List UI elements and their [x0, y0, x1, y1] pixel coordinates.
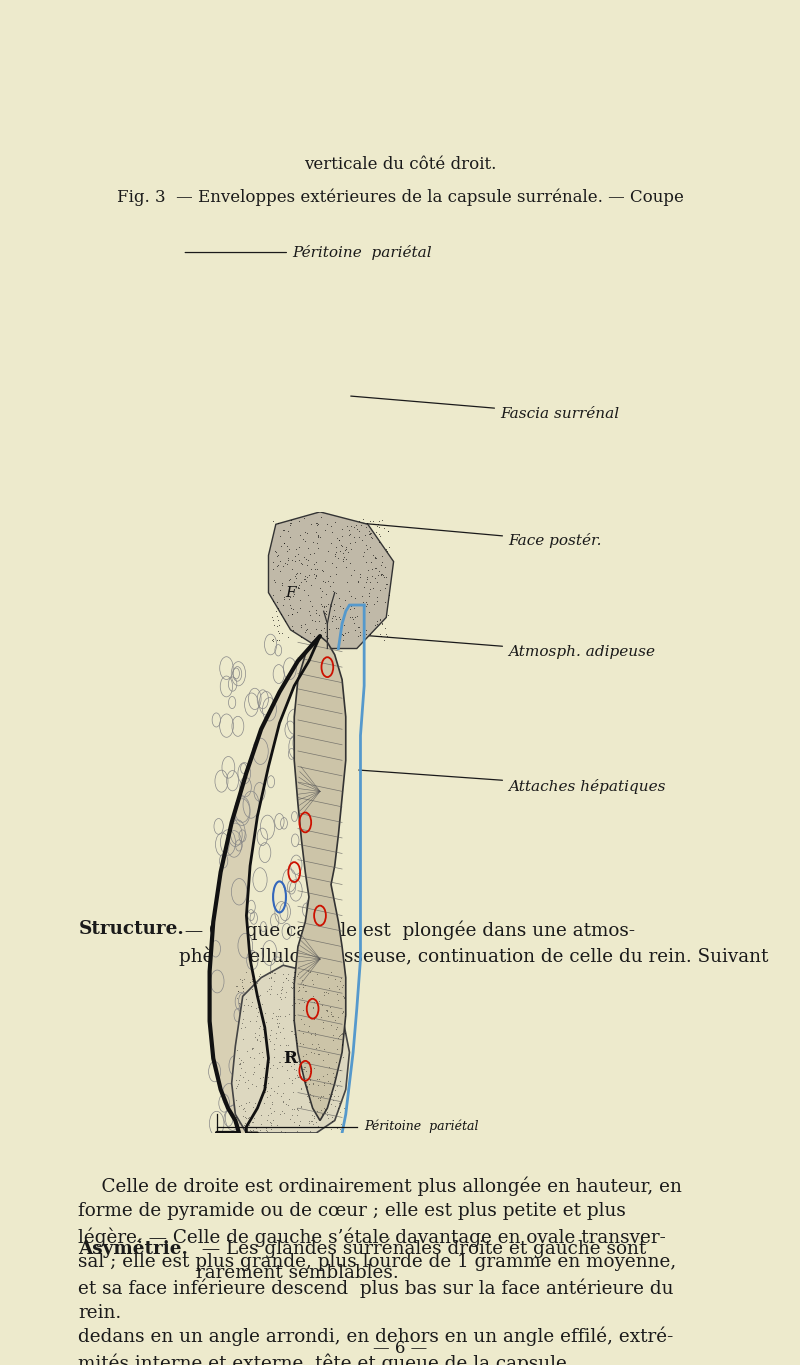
- Text: Atmosph. adipeuse: Atmosph. adipeuse: [358, 635, 655, 659]
- Text: R: R: [284, 1050, 298, 1067]
- Text: Fascia surrénal: Fascia surrénal: [350, 396, 619, 420]
- Text: verticale du côté droit.: verticale du côté droit.: [304, 156, 496, 172]
- Text: Attaches hépatiques: Attaches hépatiques: [358, 770, 666, 793]
- Text: Asymétrie.: Asymétrie.: [78, 1238, 188, 1257]
- Polygon shape: [294, 636, 346, 1121]
- Text: Face postér.: Face postér.: [358, 523, 602, 547]
- Text: Structure.: Structure.: [78, 920, 184, 938]
- Polygon shape: [232, 965, 350, 1133]
- Text: Fig. 3  — Enveloppes extérieures de la capsule surrénale. — Coupe: Fig. 3 — Enveloppes extérieures de la ca…: [117, 188, 683, 206]
- Text: — 6 —: — 6 —: [373, 1340, 427, 1357]
- Text: — Chaque capsule est  plongée dans une atmos-
phère cellulo-graisseuse, continua: — Chaque capsule est plongée dans une at…: [179, 920, 769, 966]
- Polygon shape: [210, 636, 320, 1133]
- Text: Celle de droite est ordinairement plus allongée en hauteur, en
forme de pyramide: Celle de droite est ordinairement plus a…: [78, 1177, 682, 1321]
- Text: — Les glandes surrénales droite et gauche sont
rarement semblables.: — Les glandes surrénales droite et gauch…: [196, 1238, 646, 1282]
- Text: Péritoine  pariétal: Péritoine pariétal: [364, 1121, 478, 1133]
- Text: Péritoine  pariétal: Péritoine pariétal: [185, 246, 432, 259]
- Polygon shape: [269, 512, 394, 648]
- Text: dedans en un angle arrondi, en dehors en un angle effilé, extré-
mités interne e: dedans en un angle arrondi, en dehors en…: [78, 1327, 674, 1365]
- Text: F: F: [286, 586, 296, 599]
